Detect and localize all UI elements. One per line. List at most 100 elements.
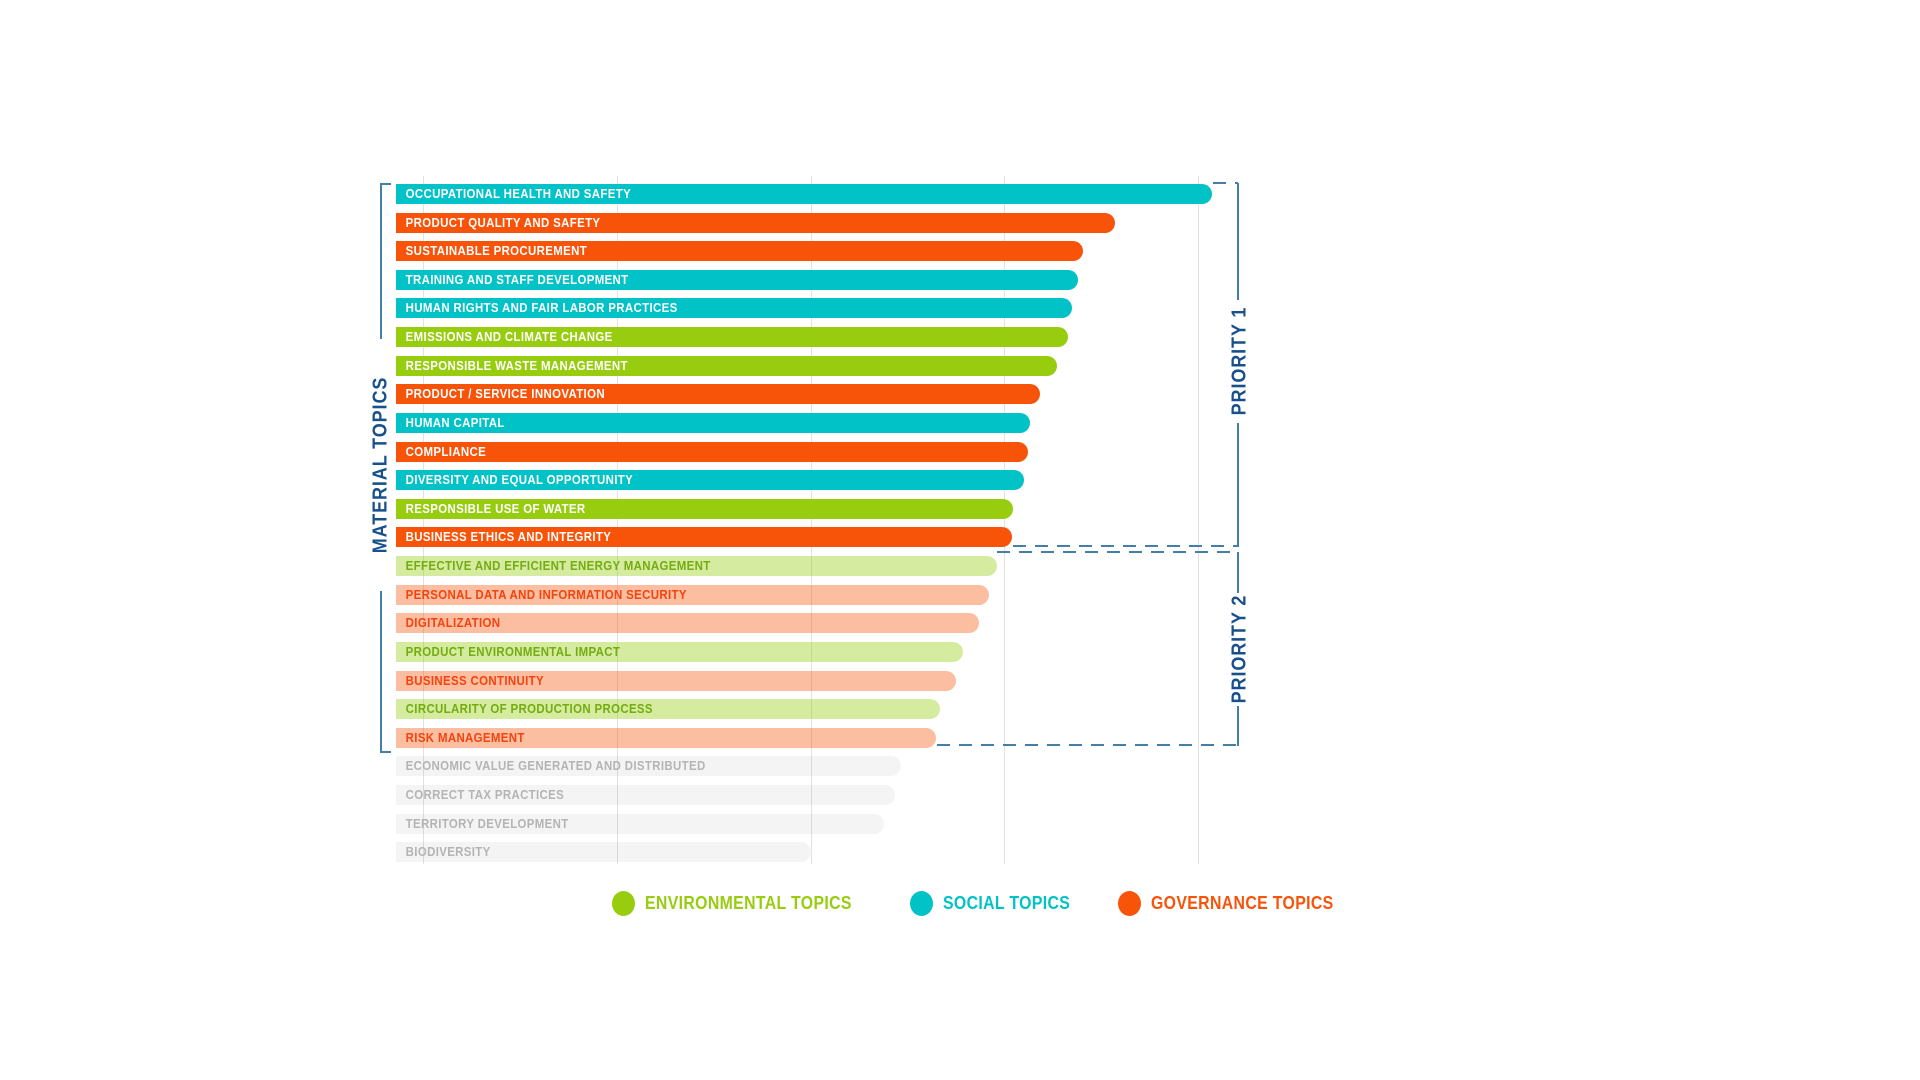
bar-emissions-and-climate-change: EMISSIONS AND CLIMATE CHANGE [396, 327, 1068, 347]
bar-label: RISK MANAGEMENT [405, 730, 525, 745]
material-topics-bracket-lower [380, 591, 382, 753]
bar-training-and-staff-development: TRAINING AND STAFF DEVELOPMENT [396, 270, 1078, 290]
priority-2-top-dashed-line [997, 551, 1239, 553]
bar-fill: HUMAN RIGHTS AND FAIR LABOR PRACTICES [396, 298, 1072, 318]
bar-label: PRODUCT QUALITY AND SAFETY [405, 215, 601, 230]
bar-biodiversity: BIODIVERSITY [396, 842, 811, 862]
bar-responsible-use-of-water: RESPONSIBLE USE OF WATER [396, 499, 1013, 519]
priority-2-bottom-dashed-line [937, 744, 1239, 746]
priority-2-label: PRIORITY 2 [1228, 594, 1251, 704]
material-topics-bracket-upper [380, 183, 382, 339]
bar-fill: ECONOMIC VALUE GENERATED AND DISTRIBUTED [396, 756, 901, 776]
bar-product-environmental-impact: PRODUCT ENVIRONMENTAL IMPACT [396, 642, 963, 662]
bar-human-capital: HUMAN CAPITAL [396, 413, 1030, 433]
bar-digitalization: DIGITALIZATION [396, 613, 979, 633]
bar-responsible-waste-management: RESPONSIBLE WASTE MANAGEMENT [396, 356, 1057, 376]
bar-label: SUSTAINABLE PROCUREMENT [405, 243, 588, 258]
bar-business-continuity: BUSINESS CONTINUITY [396, 671, 956, 691]
bar-label: PRODUCT ENVIRONMENTAL IMPACT [405, 644, 621, 659]
bar-diversity-and-equal-opportunity: DIVERSITY AND EQUAL OPPORTUNITY [396, 470, 1024, 490]
legend-item-governance: GOVERNANCE TOPICS [1117, 891, 1359, 916]
bar-fill: BUSINESS ETHICS AND INTEGRITY [396, 527, 1012, 547]
bar-correct-tax-practices: CORRECT TAX PRACTICES [396, 785, 895, 805]
legend-label-governance: GOVERNANCE TOPICS [1150, 893, 1334, 913]
bar-label: COMPLIANCE [405, 444, 487, 459]
bar-label: CORRECT TAX PRACTICES [405, 787, 565, 802]
bar-label: RESPONSIBLE USE OF WATER [405, 501, 586, 516]
bar-fill: OCCUPATIONAL HEALTH AND SAFETY [396, 184, 1212, 204]
bar-fill: PRODUCT / SERVICE INNOVATION [396, 384, 1040, 404]
gridline-5 [1198, 176, 1199, 864]
bar-fill: EFFECTIVE AND EFFICIENT ENERGY MANAGEMEN… [396, 556, 997, 576]
bar-risk-management: RISK MANAGEMENT [396, 728, 936, 748]
gridline-1 [423, 176, 424, 864]
environmental-dot-icon [612, 891, 635, 916]
bar-fill: TRAINING AND STAFF DEVELOPMENT [396, 270, 1078, 290]
bar-fill: PRODUCT ENVIRONMENTAL IMPACT [396, 642, 963, 662]
legend-item-environmental: ENVIRONMENTAL TOPICS [612, 891, 880, 916]
priority-1-bottom-dashed-line [1013, 545, 1239, 547]
bar-fill: BIODIVERSITY [396, 842, 811, 862]
bar-fill: DIVERSITY AND EQUAL OPPORTUNITY [396, 470, 1024, 490]
bar-fill: SUSTAINABLE PROCUREMENT [396, 241, 1083, 261]
bar-effective-and-efficient-energy-management: EFFECTIVE AND EFFICIENT ENERGY MANAGEMEN… [396, 556, 997, 576]
legend-label-social: SOCIAL TOPICS [943, 893, 1071, 913]
bar-product-quality-and-safety: PRODUCT QUALITY AND SAFETY [396, 213, 1115, 233]
bar-business-ethics-and-integrity: BUSINESS ETHICS AND INTEGRITY [396, 527, 1012, 547]
priority-1-bracket-upper [1237, 183, 1239, 300]
bar-label: EFFECTIVE AND EFFICIENT ENERGY MANAGEMEN… [405, 558, 711, 573]
bar-label: ECONOMIC VALUE GENERATED AND DISTRIBUTED [405, 758, 706, 773]
material-topics-bracket-top-tick [380, 183, 391, 185]
bar-fill: EMISSIONS AND CLIMATE CHANGE [396, 327, 1068, 347]
priority-1-bracket-lower [1237, 423, 1239, 547]
material-topics-bracket-bottom-tick [380, 751, 391, 753]
legend-label-environmental: ENVIRONMENTAL TOPICS [645, 893, 852, 913]
bar-occupational-health-and-safety: OCCUPATIONAL HEALTH AND SAFETY [396, 184, 1212, 204]
bar-circularity-of-production-process: CIRCULARITY OF PRODUCTION PROCESS [396, 699, 940, 719]
bar-fill: PERSONAL DATA AND INFORMATION SECURITY [396, 585, 989, 605]
bar-fill: DIGITALIZATION [396, 613, 979, 633]
bar-label: BUSINESS ETHICS AND INTEGRITY [405, 529, 612, 544]
legend: ENVIRONMENTAL TOPICS SOCIAL TOPICS GOVER… [612, 891, 1358, 916]
bar-label: HUMAN RIGHTS AND FAIR LABOR PRACTICES [405, 300, 678, 315]
bar-label: PRODUCT / SERVICE INNOVATION [405, 386, 605, 401]
bar-human-rights-and-fair-labor-practices: HUMAN RIGHTS AND FAIR LABOR PRACTICES [396, 298, 1072, 318]
bar-fill: TERRITORY DEVELOPMENT [396, 814, 884, 834]
bar-label: EMISSIONS AND CLIMATE CHANGE [405, 329, 613, 344]
bar-label: PERSONAL DATA AND INFORMATION SECURITY [405, 587, 687, 602]
bar-label: DIVERSITY AND EQUAL OPPORTUNITY [405, 472, 634, 487]
priority-1-label: PRIORITY 1 [1228, 306, 1251, 416]
priority-2-bracket-upper [1237, 552, 1239, 593]
bar-label: TRAINING AND STAFF DEVELOPMENT [405, 272, 629, 287]
priority-1-top-dashed-line [1213, 182, 1238, 184]
legend-item-social: SOCIAL TOPICS [910, 891, 1088, 916]
bar-fill: PRODUCT QUALITY AND SAFETY [396, 213, 1115, 233]
bar-label: RESPONSIBLE WASTE MANAGEMENT [405, 358, 628, 373]
bar-label: HUMAN CAPITAL [405, 415, 505, 430]
bar-product-service-innovation: PRODUCT / SERVICE INNOVATION [396, 384, 1040, 404]
bar-label: TERRITORY DEVELOPMENT [405, 816, 569, 831]
bar-sustainable-procurement: SUSTAINABLE PROCUREMENT [396, 241, 1083, 261]
gridline-4 [1004, 176, 1005, 864]
bar-label: BIODIVERSITY [405, 844, 491, 859]
bar-territory-development: TERRITORY DEVELOPMENT [396, 814, 884, 834]
bar-fill: RISK MANAGEMENT [396, 728, 936, 748]
gridline-2 [617, 176, 618, 864]
bar-personal-data-and-information-security: PERSONAL DATA AND INFORMATION SECURITY [396, 585, 989, 605]
priority-2-bracket-lower [1237, 706, 1239, 746]
bar-fill: RESPONSIBLE USE OF WATER [396, 499, 1013, 519]
bar-label: OCCUPATIONAL HEALTH AND SAFETY [405, 186, 632, 201]
material-topics-axis-label: MATERIAL TOPICS [369, 376, 392, 554]
bar-label: DIGITALIZATION [405, 615, 501, 630]
social-dot-icon [910, 891, 934, 916]
bar-label: CIRCULARITY OF PRODUCTION PROCESS [405, 701, 653, 716]
governance-dot-icon [1117, 891, 1141, 916]
bar-compliance: COMPLIANCE [396, 442, 1028, 462]
bar-label: BUSINESS CONTINUITY [405, 673, 544, 688]
bar-fill: BUSINESS CONTINUITY [396, 671, 956, 691]
gridline-3 [811, 176, 812, 864]
bar-fill: HUMAN CAPITAL [396, 413, 1030, 433]
bar-fill: RESPONSIBLE WASTE MANAGEMENT [396, 356, 1057, 376]
bar-economic-value-generated-and-distributed: ECONOMIC VALUE GENERATED AND DISTRIBUTED [396, 756, 901, 776]
